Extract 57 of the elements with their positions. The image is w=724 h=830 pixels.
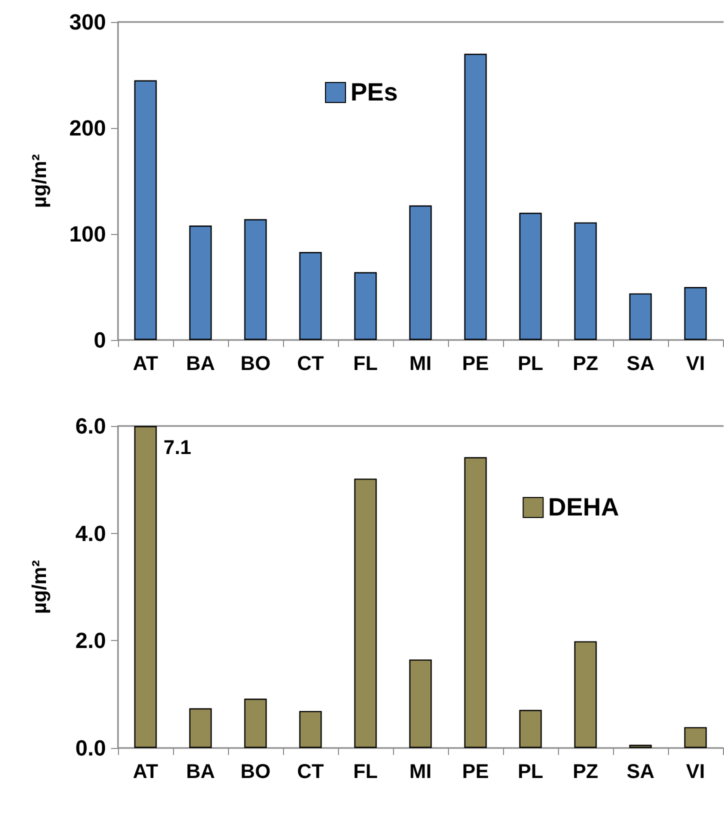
bar: [574, 222, 597, 340]
y-tick-label: 0.0: [75, 736, 106, 760]
y-tick-label: 300: [69, 10, 106, 34]
x-tick-label: FL: [353, 761, 378, 783]
bar: [629, 744, 652, 748]
x-tick-label: BO: [240, 761, 270, 783]
bar: [244, 219, 267, 340]
x-tick-label: PE: [462, 353, 489, 375]
x-tick-label: SA: [626, 353, 654, 375]
legend-label: PEs: [350, 78, 398, 106]
x-tick-label: PL: [518, 353, 544, 375]
x-tick-label: BA: [186, 353, 215, 375]
bar: [519, 710, 542, 748]
x-tick-label: PZ: [572, 353, 598, 375]
bar: [684, 287, 707, 340]
x-tick-label: CT: [297, 761, 324, 783]
y-tick-label: 2.0: [75, 628, 106, 654]
bar: [244, 698, 267, 748]
x-tick-label: PE: [462, 761, 489, 783]
x-tick-label: VI: [686, 353, 705, 375]
y-tick-label: 6.0: [75, 414, 106, 438]
y-tick-label: 200: [69, 116, 106, 140]
bar: [519, 212, 542, 340]
bar: [354, 478, 377, 748]
bar: [134, 80, 157, 340]
bar: [464, 457, 487, 748]
x-tick-label: CT: [297, 353, 324, 375]
x-tick-label: MI: [409, 761, 432, 783]
legend-label: DEHA: [548, 494, 620, 522]
x-tick-label: AT: [132, 353, 158, 375]
bar: [189, 226, 212, 340]
x-tick-label: MI: [409, 353, 432, 375]
bar: [299, 252, 322, 340]
bar: [464, 54, 487, 340]
y-tick-label: 100: [69, 222, 106, 246]
y-axis-title: µg/m²: [29, 154, 51, 208]
x-tick-label: PZ: [572, 761, 598, 783]
x-tick-label: PL: [518, 761, 544, 783]
bar: [299, 710, 322, 748]
bar: [189, 708, 212, 748]
bar: [409, 205, 432, 340]
annotation: 7.1: [164, 437, 192, 459]
y-tick-label: 0: [94, 328, 106, 352]
bar: [409, 659, 432, 748]
x-tick-label: SA: [626, 761, 654, 783]
bar: [354, 272, 377, 340]
bar: [134, 426, 157, 748]
y-tick-label: 4.0: [75, 520, 106, 546]
x-tick-label: VI: [686, 761, 705, 783]
x-tick-label: BA: [186, 761, 215, 783]
x-tick-label: AT: [132, 761, 158, 783]
x-tick-label: FL: [353, 353, 378, 375]
bar: [684, 727, 707, 748]
bar: [574, 641, 597, 748]
x-tick-label: BO: [240, 353, 270, 375]
bar: [629, 293, 652, 340]
y-axis-title: µg/m²: [29, 560, 51, 614]
